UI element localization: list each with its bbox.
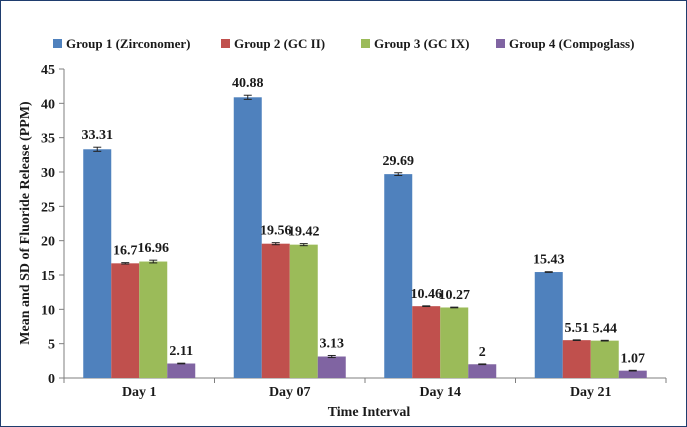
bar[interactable] (468, 364, 497, 378)
bars (83, 94, 647, 379)
bar[interactable] (618, 370, 647, 378)
bar[interactable] (289, 244, 318, 378)
bar[interactable] (167, 363, 196, 378)
data-label: 5.51 (565, 321, 590, 336)
legend-swatch (221, 39, 230, 48)
bar[interactable] (111, 263, 140, 378)
data-label: 1.07 (621, 351, 646, 366)
x-axis: Day 1 Day 07 Day 14 Day 21 (63, 377, 667, 400)
bar[interactable] (440, 307, 469, 378)
legend-swatch (53, 39, 62, 48)
data-label: 40.88 (232, 76, 264, 91)
bar[interactable] (562, 340, 591, 378)
y-tick-label: 5 (48, 338, 55, 353)
data-label: 10.46 (411, 287, 443, 302)
bar[interactable] (83, 149, 112, 378)
bar[interactable] (261, 243, 290, 378)
bar[interactable] (412, 306, 441, 378)
data-label: 2 (479, 345, 486, 360)
x-tick-label: Day 14 (419, 385, 461, 400)
data-label: 19.42 (288, 225, 320, 240)
bar[interactable] (590, 340, 619, 378)
y-tick-label: 45 (41, 63, 55, 78)
legend-label: Group 2 (GC II) (234, 36, 325, 51)
data-label: 16.7 (113, 244, 138, 259)
x-tick-label: Day 07 (269, 385, 311, 400)
bar[interactable] (233, 97, 262, 379)
data-label: 10.27 (439, 288, 471, 303)
y-tick-label: 10 (41, 303, 55, 318)
legend-label: Group 1 (Zirconomer) (66, 36, 190, 51)
legend-swatch (361, 39, 370, 48)
bar[interactable] (139, 261, 168, 378)
bar[interactable] (534, 272, 563, 378)
y-tick-label: 20 (41, 235, 55, 250)
y-tick-label: 40 (41, 97, 55, 112)
legend-label: Group 3 (GC IX) (374, 36, 469, 51)
y-tick-label: 0 (48, 372, 55, 387)
data-label: 19.56 (260, 224, 292, 239)
data-label: 29.69 (383, 154, 415, 169)
value-labels: 33.31 40.88 29.69 15.43 16.7 19.56 10.46 5.51 16… (82, 76, 646, 366)
legend-swatch (496, 39, 505, 48)
bar[interactable] (384, 174, 413, 378)
y-tick-label: 35 (41, 132, 55, 147)
y-tick-label: 30 (41, 166, 55, 181)
y-tick-label: 25 (41, 200, 55, 215)
bar[interactable] (317, 356, 346, 378)
legend-label: Group 4 (Compoglass) (509, 36, 634, 51)
data-label: 5.44 (593, 321, 618, 336)
y-tick-label: 15 (41, 269, 55, 284)
x-axis-title: Time Interval (328, 405, 411, 420)
x-tick-label: Day 21 (570, 385, 612, 400)
x-tick-label: Day 1 (122, 385, 157, 400)
y-axis: 0 5 10 15 20 25 30 35 40 45 (41, 63, 65, 387)
data-label: 3.13 (320, 336, 345, 351)
data-label: 15.43 (533, 253, 565, 268)
data-label: 16.96 (138, 241, 170, 256)
y-axis-title: Mean and SD of Fluoride Release (PPM) (18, 101, 33, 345)
data-label: 33.31 (82, 128, 114, 143)
legend: Group 1 (Zirconomer) Group 2 (GC II) Group… (53, 36, 634, 51)
data-label: 2.11 (169, 344, 193, 359)
